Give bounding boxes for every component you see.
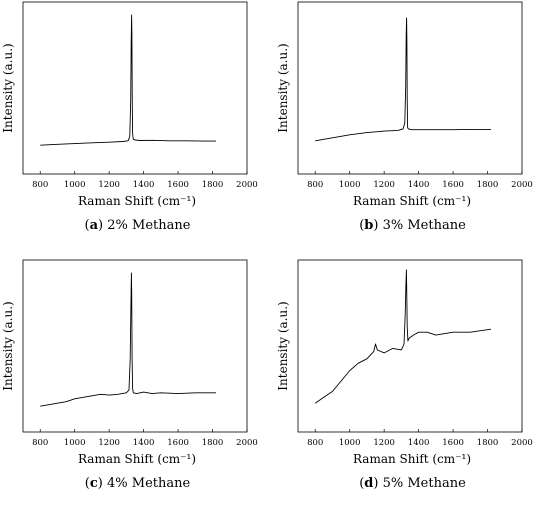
spectrum-line: [314, 269, 492, 404]
x-tick-label: 1800: [477, 180, 499, 190]
x-axis-label: Raman Shift (cm⁻¹): [78, 452, 196, 466]
caption-letter: d: [364, 476, 374, 491]
x-tick-label: 1200: [98, 180, 120, 190]
caption-text: 2% Methane: [107, 218, 191, 233]
spectrum-line: [40, 14, 216, 146]
x-tick-label: 2000: [236, 180, 258, 190]
caption-text: 4% Methane: [107, 476, 191, 491]
x-tick-label: 1400: [408, 438, 430, 448]
x-tick-label: 1600: [167, 438, 189, 448]
y-axis-label: Intensity (a.u.): [276, 301, 290, 390]
x-tick-label: 1200: [98, 438, 120, 448]
caption-text: 5% Methane: [382, 476, 466, 491]
y-axis-label: Intensity (a.u.): [1, 43, 15, 132]
x-axis-label: Raman Shift (cm⁻¹): [353, 452, 471, 466]
chart-c: 800 1000 1200 1400 1600 1800 2000 Raman Shift (…: [1, 259, 258, 466]
panel-a: 800 1000 1200 1400 1600 1800 2000 Raman Shift (…: [0, 0, 275, 251]
x-axis-label: Raman Shift (cm⁻¹): [78, 194, 196, 208]
x-tick-label: 1600: [442, 180, 464, 190]
y-axis-label: Intensity (a.u.): [276, 43, 290, 132]
plot-frame: [22, 259, 248, 433]
caption-d: (d) 5% Methane: [359, 476, 466, 491]
plot-frame: [297, 259, 523, 433]
x-tick-label: 1600: [442, 438, 464, 448]
x-tick-label: 1600: [167, 180, 189, 190]
x-tick-label: 1200: [373, 180, 395, 190]
x-tick-label: 1400: [133, 438, 155, 448]
x-tick-label: 1200: [373, 438, 395, 448]
panel-d: 800 1000 1200 1400 1600 1800 2000 Raman Shift (…: [275, 258, 550, 509]
x-tick-label: 800: [32, 180, 48, 190]
caption-b: (b) 3% Methane: [359, 218, 466, 233]
chart-d: 800 1000 1200 1400 1600 1800 2000 Raman Shift (…: [276, 259, 533, 466]
caption-text: 3% Methane: [382, 218, 466, 233]
x-tick-label: 2000: [511, 438, 533, 448]
chart-b: 800 1000 1200 1400 1600 1800 2000 Raman Shift (…: [276, 1, 533, 208]
x-tick-label: 800: [307, 438, 323, 448]
caption-letter: c: [89, 476, 98, 491]
x-tick-label: 1000: [339, 438, 361, 448]
caption-letter: b: [364, 218, 374, 233]
x-tick-label: 800: [307, 180, 323, 190]
chart-a: 800 1000 1200 1400 1600 1800 2000 Raman Shift (…: [1, 1, 258, 208]
x-tick-label: 1800: [202, 438, 224, 448]
x-tick-label: 2000: [511, 180, 533, 190]
x-tick-label: 1000: [64, 438, 86, 448]
x-tick-label: 1000: [339, 180, 361, 190]
x-tick-label: 1000: [64, 180, 86, 190]
panel-b: 800 1000 1200 1400 1600 1800 2000 Raman Shift (…: [275, 0, 550, 251]
caption-a: (a) 2% Methane: [84, 218, 191, 233]
panel-c: 800 1000 1200 1400 1600 1800 2000 Raman Shift (…: [0, 258, 275, 509]
x-tick-label: 1800: [477, 438, 499, 448]
x-tick-label: 800: [32, 438, 48, 448]
y-axis-label: Intensity (a.u.): [1, 301, 15, 390]
x-tick-label: 1400: [133, 180, 155, 190]
x-axis-label: Raman Shift (cm⁻¹): [353, 194, 471, 208]
x-tick-label: 1400: [408, 180, 430, 190]
caption-letter: a: [89, 218, 99, 233]
spectrum-line: [40, 272, 216, 407]
caption-c: (c) 4% Methane: [84, 476, 191, 491]
x-tick-label: 2000: [236, 438, 258, 448]
plot-frame: [297, 1, 523, 175]
plot-frame: [22, 1, 248, 175]
spectrum-line: [315, 17, 491, 142]
x-tick-label: 1800: [202, 180, 224, 190]
